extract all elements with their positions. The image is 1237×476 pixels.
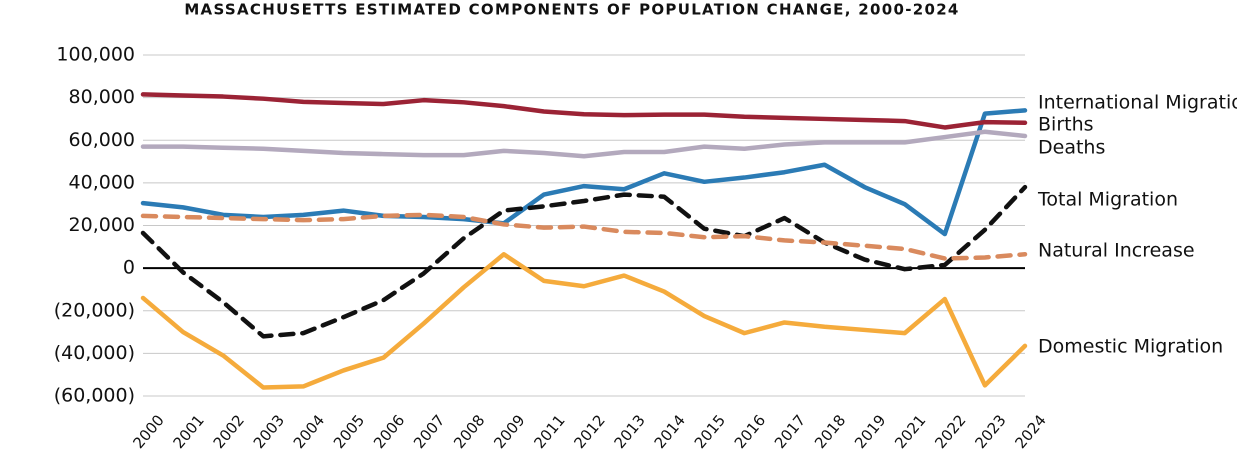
x-tick-label: 2011: [530, 411, 568, 452]
legend-label: Domestic Migration: [1038, 336, 1223, 358]
x-tick-label: 2022: [931, 411, 969, 452]
legend-label: Natural Increase: [1038, 240, 1195, 262]
chart-title: MASSACHUSETTS ESTIMATED COMPONENTS OF PO…: [184, 1, 959, 19]
x-tick-label: 2004: [290, 411, 328, 452]
series-line: [140, 92, 1028, 130]
x-tick-label: 2012: [570, 411, 608, 452]
y-tick-label: 80,000: [69, 86, 135, 108]
series-line: [140, 108, 1028, 237]
legend-label: Deaths: [1038, 137, 1105, 159]
y-tick-label: 0: [123, 257, 135, 279]
x-tick-label: 2006: [370, 411, 408, 452]
y-tick-label: (20,000): [54, 299, 135, 321]
x-tick-label: 2002: [210, 411, 248, 452]
legend-label: Births: [1038, 114, 1094, 136]
series-line: [140, 184, 1028, 339]
y-tick-label: 20,000: [69, 214, 135, 236]
x-tick-label: 2014: [651, 411, 689, 452]
x-tick-label: 2008: [450, 411, 488, 452]
legend-label: Total Migration: [1037, 189, 1178, 211]
x-tick-label: 2015: [691, 411, 729, 452]
y-tick-label: (60,000): [54, 385, 135, 407]
x-tick-label: 2001: [170, 411, 208, 452]
series-line: [140, 129, 1028, 159]
x-tick-label: 2024: [1011, 411, 1049, 452]
series-line: [140, 252, 1028, 390]
x-tick-label: 2003: [250, 411, 288, 452]
y-tick-label: (40,000): [54, 342, 135, 364]
y-tick-label: 100,000: [56, 44, 135, 66]
legend-label: International Migration: [1038, 92, 1237, 114]
x-tick-label: 2019: [851, 411, 889, 452]
x-tick-label: 2016: [731, 411, 769, 452]
x-tick-label: 2021: [891, 411, 929, 452]
x-tick-label: 2013: [611, 411, 649, 452]
x-tick-label: 2000: [129, 411, 167, 452]
x-tick-label: 2023: [971, 411, 1009, 452]
x-tick-label: 2007: [410, 411, 448, 452]
x-tick-label: 2018: [811, 411, 849, 452]
series-line: [140, 212, 1028, 261]
y-tick-label: 40,000: [69, 171, 135, 193]
x-tick-label: 2017: [771, 411, 809, 452]
y-tick-label: 60,000: [69, 129, 135, 151]
x-tick-label: 2005: [330, 411, 368, 452]
x-tick-label: 2009: [490, 411, 528, 452]
